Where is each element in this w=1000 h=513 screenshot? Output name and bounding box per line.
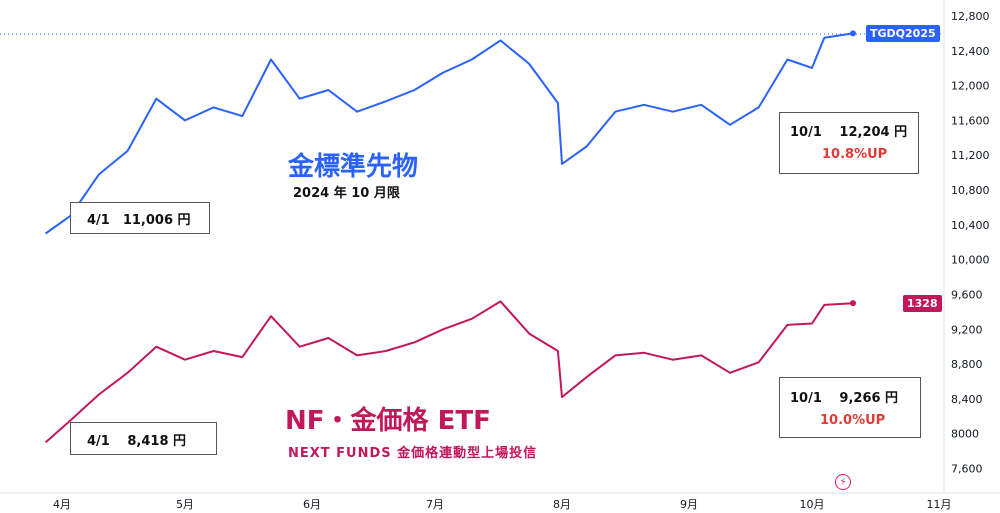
- y-tick-label: 10,400: [951, 219, 990, 232]
- etf-line-last-point: [849, 300, 856, 307]
- x-tick-label: 8月: [553, 498, 571, 511]
- y-tick-label: 9,600: [951, 288, 983, 301]
- etf-start-label: 4/1 8,418 円: [87, 434, 187, 449]
- x-tick-label: 4月: [53, 498, 71, 511]
- etf-subtitle: NEXT FUNDS 金価格連動型上場投信: [288, 446, 538, 461]
- x-tick-label: 6月: [303, 498, 321, 511]
- y-tick-label: 12,000: [951, 80, 990, 93]
- y-tick-label: 11,600: [951, 114, 990, 127]
- gold-end-label: 10/1 12,204 円: [790, 125, 908, 140]
- gold-futures-subtitle: 2024 年 10 月限: [293, 186, 400, 201]
- gold-end-annotation: 10/1 12,204 円 10.8%UP: [779, 112, 919, 174]
- y-tick-label: 10,800: [951, 184, 990, 197]
- y-tick-label: 10,000: [951, 254, 990, 267]
- gold-price-badge: TGDQ2025: [866, 25, 940, 42]
- etf-line: [44, 300, 854, 444]
- x-tick-label: 11月: [927, 498, 952, 511]
- x-tick-label: 7月: [426, 498, 444, 511]
- y-tick-label: 8000: [951, 428, 979, 441]
- y-tick-label: 9,200: [951, 323, 983, 336]
- x-tick-label: 10月: [800, 498, 825, 511]
- y-tick-label: 11,200: [951, 149, 990, 162]
- etf-start-annotation: 4/1 8,418 円: [70, 422, 217, 455]
- gold-pct-label: 10.8%UP: [822, 147, 888, 162]
- etf-pct-label: 10.0%UP: [820, 413, 886, 428]
- x-tick-label: 5月: [176, 498, 194, 511]
- etf-end-annotation: 10/1 9,266 円 10.0%UP: [779, 377, 921, 438]
- lightning-icon[interactable]: ⚡: [835, 474, 851, 490]
- gold-futures-line-last-point: [849, 30, 856, 37]
- gold-start-annotation: 4/1 11,006 円: [70, 202, 210, 234]
- gold-start-label: 4/1 11,006 円: [87, 213, 191, 228]
- y-tick-label: 8,400: [951, 393, 983, 406]
- y-tick-label: 12,800: [951, 10, 990, 23]
- y-tick-label: 7,600: [951, 463, 983, 476]
- gold-futures-title: 金標準先物: [288, 152, 419, 182]
- y-tick-label: 12,400: [951, 45, 990, 58]
- x-tick-label: 9月: [680, 498, 698, 511]
- etf-title: NF・金価格 ETF: [285, 406, 491, 436]
- y-tick-label: 8,800: [951, 358, 983, 371]
- etf-end-label: 10/1 9,266 円: [790, 391, 899, 406]
- gold-futures-line: [45, 32, 854, 235]
- etf-price-badge: 1328: [903, 295, 942, 312]
